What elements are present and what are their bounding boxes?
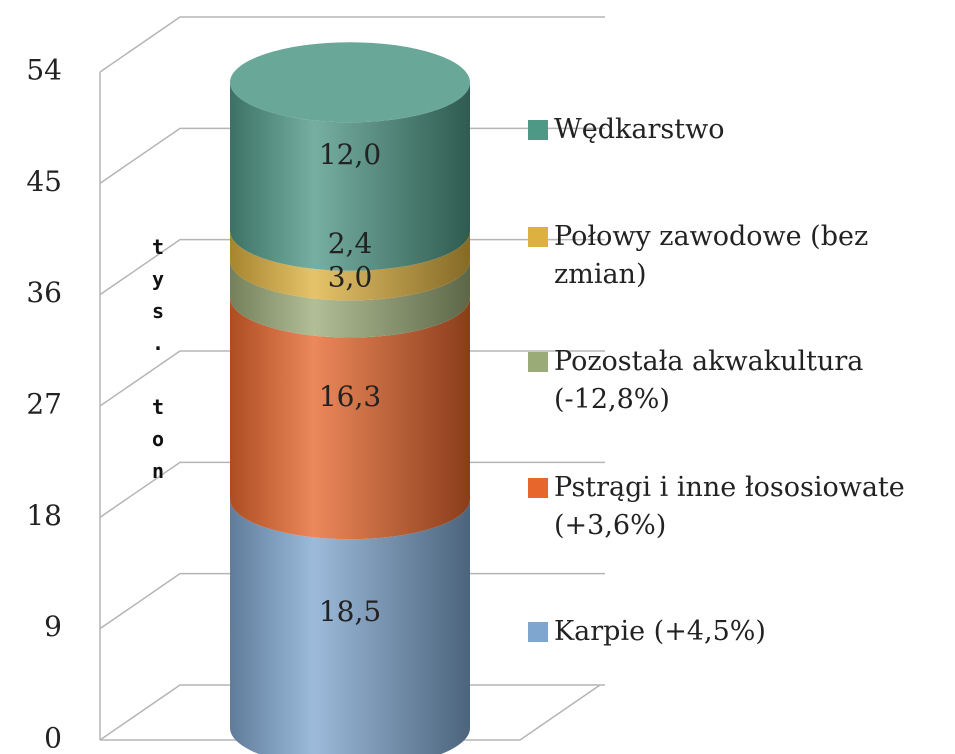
y-tick-label: 54 (26, 54, 62, 87)
y-tick-label: 9 (44, 610, 62, 643)
legend-swatch (528, 226, 548, 247)
y-tick-label: 0 (44, 722, 62, 754)
legend-label: Wędkarstwo (554, 114, 725, 145)
cylinder-segment (230, 499, 470, 754)
cylinder-segment (230, 230, 470, 301)
y-tick-label: 27 (26, 388, 62, 421)
cylinder-top (230, 42, 470, 123)
legend-swatch (528, 477, 548, 498)
legend-item: Pozostała akwakultura (-12,8%) (528, 343, 948, 419)
legend-label: Pstrągi i inne łososiowate (+3,6%) (554, 471, 905, 541)
value-label: 2,4 (328, 227, 373, 260)
y-tick-label: 18 (26, 499, 62, 532)
legend-item: Karpie (+4,5%) (528, 613, 948, 651)
value-label: 18,5 (319, 595, 381, 628)
legend-swatch (528, 622, 548, 642)
cylinder-segment (230, 82, 470, 271)
grid-line (99, 16, 605, 73)
legend-swatch (528, 352, 548, 372)
y-tick-label: 36 (26, 276, 62, 309)
cylinder-segment (230, 297, 470, 540)
cylinder-segment (230, 260, 470, 338)
floor-right (519, 684, 601, 741)
legend-item: Połowy zawodowe (bez zmian) (528, 218, 948, 294)
value-label: 3,0 (328, 260, 373, 293)
value-label: 12,0 (319, 138, 381, 171)
legend-item: Wędkarstwo (528, 111, 948, 149)
legend-item: Pstrągi i inne łososiowate (+3,6%) (528, 469, 948, 545)
legend-label: Karpie (+4,5%) (554, 616, 766, 647)
legend-swatch (528, 120, 548, 140)
y-tick-label: 45 (26, 165, 62, 198)
legend-label: Połowy zawodowe (bez zmian) (554, 220, 869, 290)
legend-label: Pozostała akwakultura (-12,8%) (554, 346, 864, 415)
y-axis-label: tys. ton (146, 235, 170, 491)
value-label: 16,3 (319, 380, 381, 413)
